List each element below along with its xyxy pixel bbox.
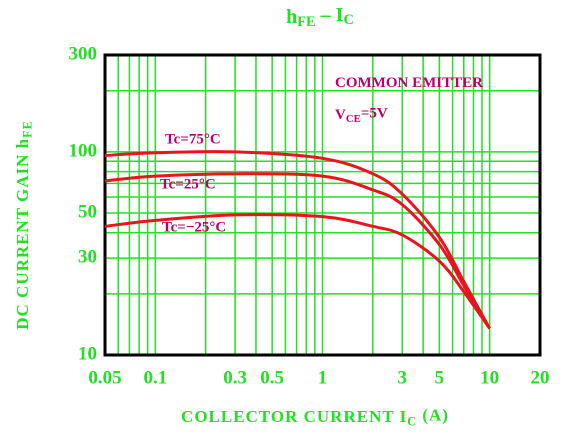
x-tick-label: 5 bbox=[435, 367, 445, 388]
x-axis-label: COLLECTOR CURRENT IC (A) bbox=[181, 405, 449, 428]
series-label: Tc=25°C bbox=[160, 176, 216, 192]
x-tick-label: 0.3 bbox=[223, 367, 247, 388]
series-label: Tc=75°C bbox=[165, 131, 221, 147]
chart-title-part: h bbox=[286, 6, 297, 28]
series-label: Tc=−25°C bbox=[162, 219, 226, 235]
annotation-part: COMMON EMITTER bbox=[335, 75, 483, 91]
y-axis-label: DC CURRENT GAIN hFE bbox=[13, 120, 34, 330]
y-tick-label: 300 bbox=[69, 43, 98, 64]
chart-title: hFE – IC bbox=[286, 4, 354, 31]
line bbox=[104, 150, 491, 330]
chart-title-part: FE bbox=[297, 14, 315, 30]
annotation-part: CE bbox=[346, 113, 361, 125]
y-axis-label-part: FE bbox=[20, 120, 34, 138]
y-tick-label: 10 bbox=[78, 343, 97, 364]
annotation: VCE=5V bbox=[335, 106, 388, 125]
y-axis-label-part: DC CURRENT GAIN h bbox=[13, 138, 32, 330]
x-tick-label: 0.1 bbox=[143, 367, 167, 388]
x-axis-label-part: C bbox=[407, 414, 417, 428]
y-tick-label: 30 bbox=[78, 246, 97, 267]
x-tick-label: 1 bbox=[318, 367, 328, 388]
x-tick-label: 20 bbox=[531, 367, 550, 388]
annotation-part: =5V bbox=[361, 106, 388, 122]
x-tick-label: 0.05 bbox=[88, 367, 121, 388]
x-tick-label: 10 bbox=[480, 367, 499, 388]
line bbox=[104, 172, 491, 330]
chart-title-part: – I bbox=[316, 4, 344, 26]
plot-frame bbox=[103, 53, 542, 357]
x-axis-label-part: COLLECTOR CURRENT I bbox=[181, 407, 407, 426]
annotation: COMMON EMITTER bbox=[335, 75, 483, 91]
annotation-part: V bbox=[335, 107, 346, 123]
chart-title-part: C bbox=[343, 12, 353, 28]
line bbox=[104, 213, 491, 330]
x-tick-label: 0.5 bbox=[260, 367, 284, 388]
x-tick-label: 3 bbox=[398, 367, 408, 388]
y-tick-label: 50 bbox=[78, 201, 97, 222]
y-tick-label: 100 bbox=[69, 140, 98, 161]
x-axis-label-part: (A) bbox=[417, 405, 449, 424]
